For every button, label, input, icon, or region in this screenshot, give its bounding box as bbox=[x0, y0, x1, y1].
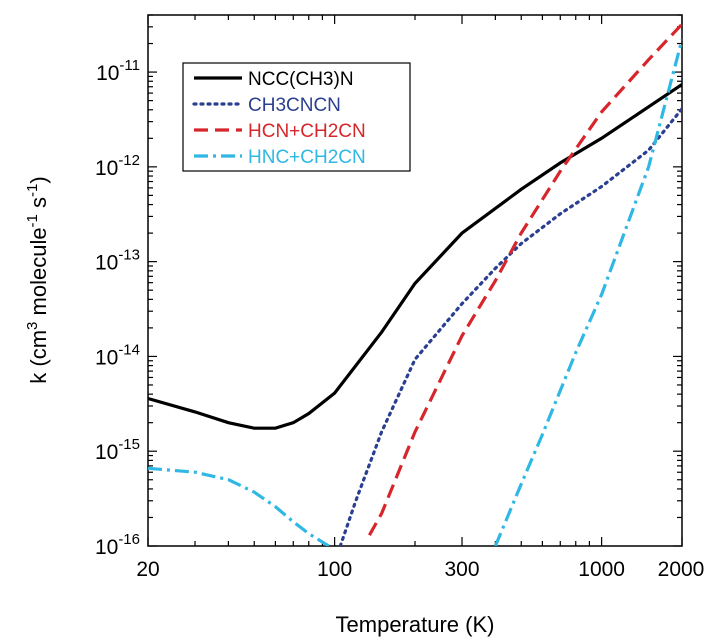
legend-label: HCN+CH2CN bbox=[248, 121, 366, 142]
x-tick-label: 100 bbox=[317, 558, 352, 581]
y-tick-label: 10-11 bbox=[96, 57, 140, 85]
series-line-1 bbox=[148, 83, 682, 430]
x-tick-label: 20 bbox=[136, 558, 159, 581]
y-tick-labels: 10-16 10-15 10-14 10-13 10-12 10-11 bbox=[95, 57, 140, 559]
series-lines bbox=[148, 23, 682, 546]
x-tick-label: 2000 bbox=[658, 558, 705, 581]
y-tick-label: 10-15 bbox=[95, 436, 140, 464]
series-line-4 bbox=[148, 466, 330, 546]
legend: NCC(CH3)N CH3CNCN HCN+CH2CN HNC+CH2CN bbox=[182, 62, 411, 172]
y-tick-label: 10-14 bbox=[95, 341, 140, 369]
series-line-2 bbox=[338, 107, 682, 546]
legend-entries: NCC(CH3)N CH3CNCN HCN+CH2CN HNC+CH2CN bbox=[192, 69, 366, 168]
x-tick-labels: 20 100 300 1000 2000 bbox=[136, 558, 704, 581]
legend-label: NCC(CH3)N bbox=[248, 69, 354, 90]
axis-ticks bbox=[147, 14, 683, 547]
legend-label: CH3CNCN bbox=[248, 95, 341, 116]
x-axis-label: Temperature (K) bbox=[336, 612, 495, 637]
y-tick-label: 10-13 bbox=[95, 247, 140, 275]
x-tick-label: 300 bbox=[444, 558, 479, 581]
y-tick-label: 10-16 bbox=[95, 531, 140, 559]
legend-label: HNC+CH2CN bbox=[248, 147, 366, 168]
y-axis-label: k (cm3 molecule-1 s-1) bbox=[24, 176, 51, 383]
legend-box bbox=[182, 62, 411, 172]
y-tick-label: 10-12 bbox=[95, 152, 140, 180]
x-tick-label: 1000 bbox=[578, 558, 625, 581]
series-line-4 bbox=[493, 39, 682, 546]
series-line-3 bbox=[368, 23, 682, 536]
